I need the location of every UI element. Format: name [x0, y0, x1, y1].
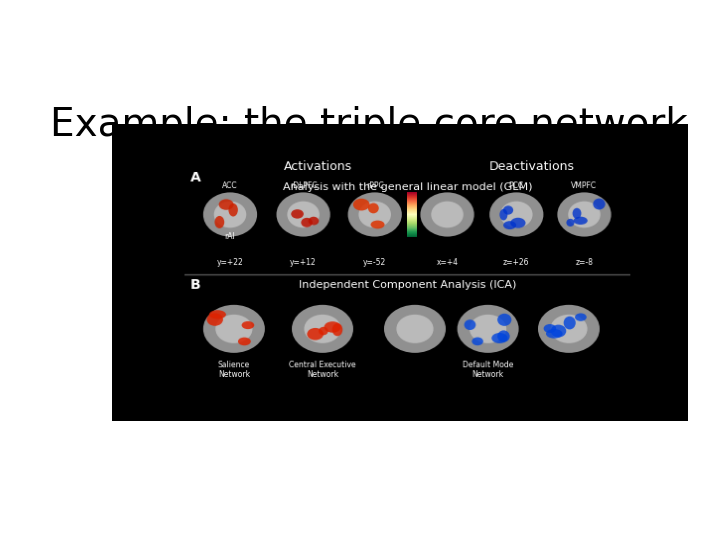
Text: Example: the triple core network
model: Example: the triple core network model [50, 106, 688, 188]
Text: •: • [135, 198, 153, 227]
Text: Menon & Uddin 2010: Menon & Uddin 2010 [157, 198, 479, 227]
